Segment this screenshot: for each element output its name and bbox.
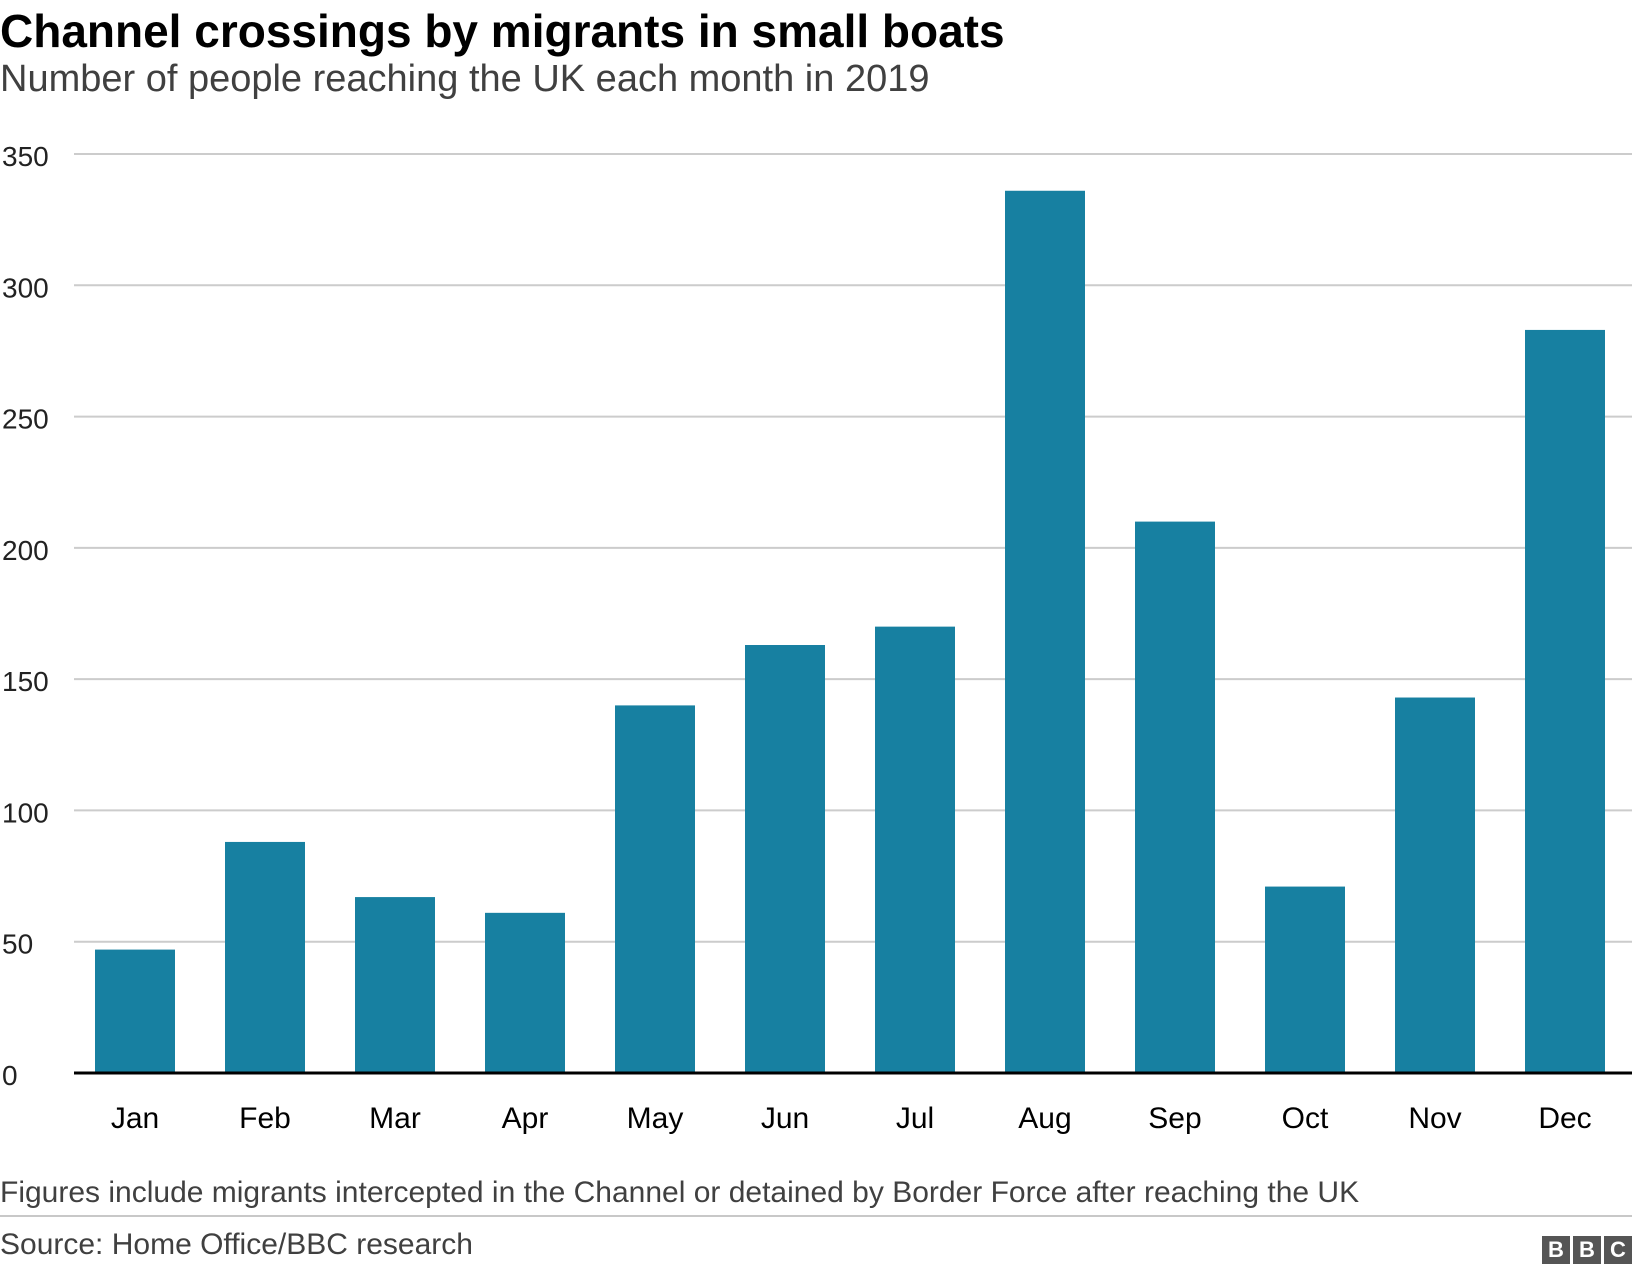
chart-title: Channel crossings by migrants in small b… — [0, 5, 1005, 57]
bar-dec — [1525, 329, 1605, 1073]
bar-chart: 0 50 100 150 200 250 300 350 Jan Feb Mar Apr May Jun… — [2, 141, 1632, 1135]
x-tick-label: May — [627, 1102, 684, 1135]
x-tick-label: Feb — [239, 1102, 291, 1135]
y-axis-tick-labels: 0 50 100 150 200 250 300 350 — [2, 141, 49, 1091]
bar-jun — [745, 645, 825, 1073]
x-tick-label: Jun — [761, 1102, 809, 1135]
x-tick-label: Jan — [111, 1102, 159, 1135]
bbc-logo-letter: C — [1604, 1236, 1632, 1264]
x-tick-label: Dec — [1538, 1102, 1591, 1135]
y-tick-label: 150 — [2, 666, 49, 697]
bar-nov — [1395, 697, 1475, 1073]
source-text: Source: Home Office/BBC research — [0, 1228, 473, 1261]
y-tick-label: 250 — [2, 404, 49, 435]
y-tick-label: 100 — [2, 797, 49, 828]
bbc-logo-letter: B — [1542, 1236, 1570, 1264]
bbc-logo: B B C — [1542, 1236, 1632, 1264]
x-tick-label: Aug — [1018, 1102, 1071, 1135]
x-tick-label: Sep — [1148, 1102, 1201, 1135]
x-tick-label: Mar — [369, 1102, 421, 1135]
grid-lines — [74, 153, 1632, 943]
bar-feb — [225, 841, 305, 1073]
bbc-logo-letter: B — [1573, 1236, 1601, 1264]
chart-subtitle: Number of people reaching the UK each mo… — [0, 58, 930, 100]
bar-aug — [1005, 190, 1085, 1073]
bars — [95, 190, 1605, 1073]
footer-divider — [0, 1215, 1632, 1217]
bar-apr — [485, 912, 565, 1073]
x-tick-label: Nov — [1408, 1102, 1461, 1135]
y-tick-label: 300 — [2, 272, 49, 303]
bar-may — [615, 705, 695, 1073]
chart-note: Figures include migrants intercepted in … — [0, 1176, 1360, 1209]
x-tick-label: Jul — [896, 1102, 934, 1135]
bar-jan — [95, 949, 175, 1073]
bar-sep — [1135, 521, 1215, 1073]
bar-oct — [1265, 886, 1345, 1073]
y-tick-label: 200 — [2, 535, 49, 566]
x-tick-label: Oct — [1282, 1102, 1329, 1135]
y-tick-label: 50 — [2, 929, 33, 960]
bar-jul — [875, 626, 955, 1073]
bar-mar — [355, 897, 435, 1073]
x-axis-tick-labels: Jan Feb Mar Apr May Jun Jul Aug Sep Oct Nov Dec — [111, 1102, 1592, 1135]
x-tick-label: Apr — [502, 1102, 549, 1135]
y-tick-label: 0 — [2, 1060, 18, 1091]
y-tick-label: 350 — [2, 141, 49, 172]
